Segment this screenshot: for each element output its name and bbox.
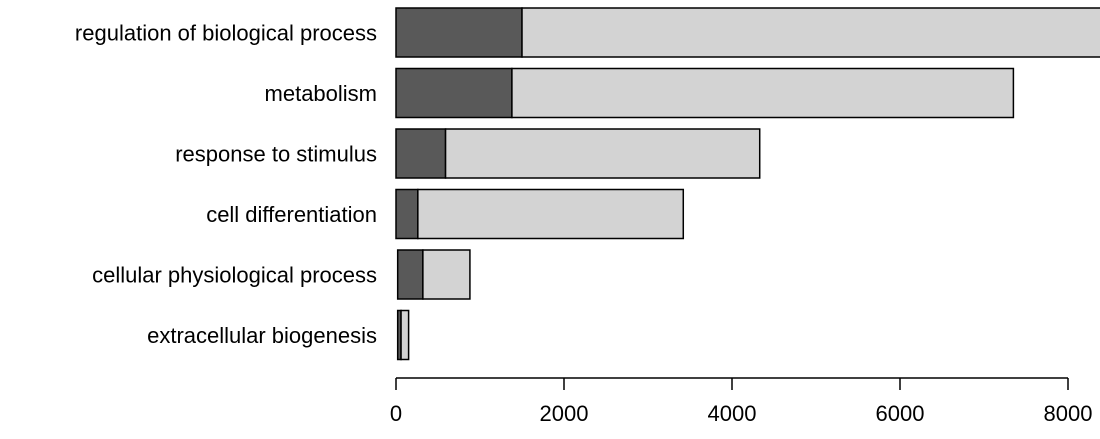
category-label: cell differentiation — [206, 202, 377, 227]
x-tick-label: 2000 — [540, 401, 589, 426]
category-label: extracellular biogenesis — [147, 323, 377, 348]
x-tick-label: 6000 — [876, 401, 925, 426]
category-label: cellular physiological process — [92, 263, 377, 288]
x-axis: 0 2000 4000 6000 8000 — [390, 377, 1093, 426]
bars-group — [395, 7, 1100, 361]
bar-segment-1-3 — [395, 188, 419, 240]
bar-segment-2-0 — [521, 7, 1100, 58]
category-label: regulation of biological process — [75, 21, 377, 46]
bar-segment-2-5 — [400, 309, 410, 361]
bar-segment-2-1 — [511, 67, 1015, 119]
bar-segment-2-4 — [422, 249, 471, 300]
bar-segment-1-4 — [396, 249, 424, 300]
x-tick-label: 4000 — [708, 401, 757, 426]
bar-segment-1-0 — [395, 7, 523, 58]
x-tick-label: 0 — [390, 401, 402, 426]
bar-segment-2-3 — [417, 188, 685, 240]
category-labels: regulation of biological process metaboli… — [75, 21, 377, 349]
bar-segment-2-2 — [444, 128, 761, 179]
category-label: metabolism — [265, 81, 377, 106]
category-label: response to stimulus — [175, 142, 377, 167]
bar-segment-1-1 — [395, 67, 513, 119]
x-tick-label: 8000 — [1044, 401, 1093, 426]
bar-segment-1-2 — [395, 128, 447, 179]
